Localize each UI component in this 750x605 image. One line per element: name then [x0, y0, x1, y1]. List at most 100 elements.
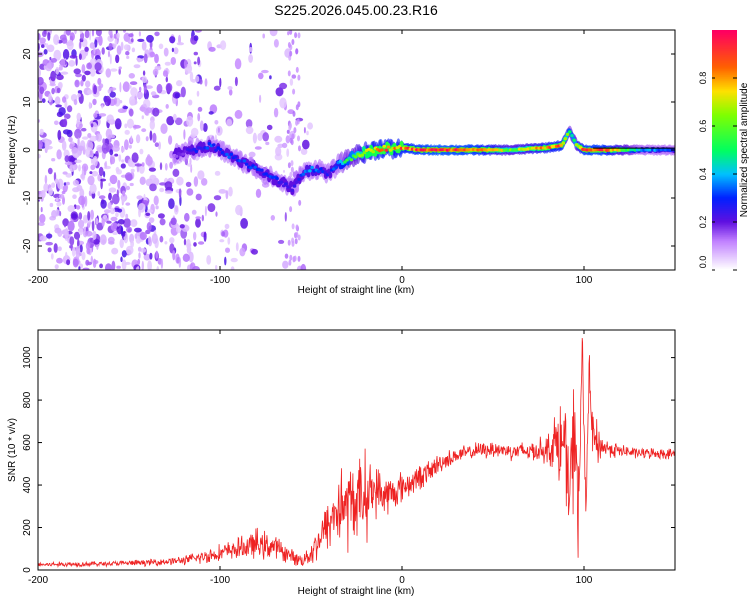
- noise-speckle: [117, 223, 120, 227]
- noise-speckle: [38, 153, 41, 159]
- noise-speckle: [124, 129, 130, 135]
- noise-speckle: [227, 86, 233, 90]
- noise-speckle: [214, 120, 219, 125]
- noise-speckle: [98, 166, 104, 177]
- noise-speckle: [72, 179, 79, 186]
- noise-speckle: [163, 47, 169, 57]
- noise-speckle: [88, 101, 91, 110]
- noise-speckle: [44, 139, 50, 151]
- noise-speckle: [230, 266, 235, 270]
- colorbar: 0.0 0.2 0.4 0.6 0.8 Normalized spectral ampl…: [698, 30, 750, 271]
- noise-speckle: [261, 69, 269, 74]
- noise-speckle: [294, 238, 298, 245]
- noise-speckle: [292, 110, 296, 117]
- noise-speckle: [207, 203, 216, 213]
- noise-speckle: [292, 256, 296, 262]
- noise-speckle: [44, 174, 48, 184]
- noise-speckle: [289, 206, 293, 213]
- ridge-core: [360, 153, 365, 157]
- noise-speckle: [93, 238, 100, 245]
- noise-speckle: [295, 119, 299, 126]
- noise-speckle: [245, 126, 254, 135]
- noise-speckle: [144, 109, 149, 116]
- noise-speckle: [103, 214, 108, 220]
- colorbar-cell: [712, 34, 737, 37]
- noise-speckle: [215, 265, 218, 270]
- noise-speckle: [75, 249, 81, 259]
- noise-speckle: [289, 78, 294, 86]
- colorbar-cell: [712, 122, 737, 125]
- noise-speckle: [91, 30, 95, 37]
- noise-speckle: [289, 171, 293, 178]
- noise-speckle: [98, 113, 107, 117]
- noise-speckle: [51, 210, 58, 219]
- noise-speckle: [130, 135, 133, 143]
- noise-speckle: [51, 182, 56, 188]
- noise-speckle: [169, 36, 176, 44]
- noise-speckle: [146, 222, 152, 232]
- colorbar-cell: [712, 32, 737, 35]
- noise-speckle: [134, 233, 138, 239]
- colorbar-cell: [712, 216, 737, 219]
- noise-speckle: [145, 85, 153, 89]
- noise-speckle: [278, 239, 285, 244]
- noise-speckle: [125, 51, 130, 56]
- noise-speckle: [118, 66, 122, 70]
- x-tick-label: -200: [28, 575, 48, 586]
- noise-speckle: [65, 251, 68, 260]
- x-tick-label: 100: [576, 275, 593, 286]
- noise-speckle: [225, 247, 230, 253]
- noise-speckle: [105, 68, 112, 78]
- noise-speckle: [91, 220, 95, 232]
- noise-speckle: [303, 127, 306, 134]
- noise-speckle: [95, 133, 102, 142]
- noise-speckle: [291, 133, 295, 140]
- colorbar-cell: [712, 90, 737, 93]
- noise-speckle: [122, 190, 126, 195]
- noise-speckle: [136, 265, 140, 270]
- noise-speckle: [225, 190, 229, 200]
- noise-speckle: [128, 33, 134, 38]
- noise-speckle: [120, 41, 124, 51]
- noise-speckle: [148, 167, 156, 172]
- colorbar-cell: [712, 168, 737, 171]
- y-tick-label: 800: [22, 391, 33, 408]
- ridge-core: [316, 169, 321, 174]
- noise-speckle: [139, 86, 142, 92]
- noise-speckle: [102, 138, 106, 145]
- noise-speckle: [93, 112, 98, 118]
- noise-speckle: [227, 237, 231, 245]
- y-tick-label: 20: [22, 48, 33, 60]
- noise-speckle: [122, 105, 129, 110]
- colorbar-cell: [712, 182, 737, 185]
- noise-speckle: [43, 183, 49, 193]
- noise-speckle: [92, 155, 98, 167]
- noise-speckle: [154, 53, 159, 64]
- x-tick-label: 0: [399, 575, 405, 586]
- spectrogram-signal-ridge: [172, 125, 675, 197]
- noise-speckle: [76, 118, 80, 128]
- ridge-core: [380, 148, 384, 152]
- spectrogram-y-ticks: -20 -10 0 10 20: [22, 48, 675, 253]
- noise-speckle: [255, 188, 262, 198]
- noise-speckle: [97, 191, 101, 197]
- noise-speckle: [87, 89, 93, 95]
- noise-speckle: [45, 241, 53, 246]
- colorbar-cell: [712, 44, 737, 47]
- noise-speckle: [78, 195, 86, 206]
- noise-speckle: [113, 33, 117, 39]
- ridge-core: [225, 152, 229, 156]
- noise-speckle: [166, 116, 175, 126]
- noise-speckle: [51, 87, 55, 95]
- ridge-core: [207, 142, 212, 146]
- noise-speckle: [172, 113, 177, 121]
- noise-speckle: [64, 222, 66, 228]
- noise-speckle: [248, 54, 254, 63]
- noise-speckle: [38, 61, 41, 67]
- noise-speckle: [120, 225, 123, 236]
- noise-speckle: [114, 153, 119, 157]
- x-tick-label: 0: [399, 275, 405, 286]
- ridge-core: [284, 182, 288, 186]
- colorbar-cell: [712, 222, 737, 225]
